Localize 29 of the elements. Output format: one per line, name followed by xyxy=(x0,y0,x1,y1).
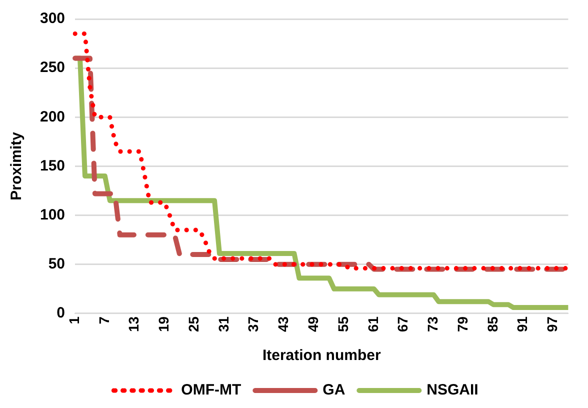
x-tick-label: 49 xyxy=(305,316,321,332)
x-tick-label: 25 xyxy=(185,316,202,332)
legend-label: OMF-MT xyxy=(181,382,242,399)
y-tick-label: 100 xyxy=(40,206,66,224)
x-tick-label: 91 xyxy=(514,316,530,332)
x-axis-title: Iteration number xyxy=(262,347,381,364)
x-tick-label: 61 xyxy=(364,316,381,332)
x-tick-label: 7 xyxy=(96,316,112,324)
x-tick-label: 13 xyxy=(126,316,142,332)
x-tick-label: 79 xyxy=(454,316,470,332)
x-tick-label: 67 xyxy=(394,316,411,332)
y-tick-label: 150 xyxy=(40,157,66,174)
x-tick-label: 43 xyxy=(275,316,292,332)
x-tick-label: 37 xyxy=(245,316,262,332)
x-tick-label: 85 xyxy=(484,316,500,332)
legend-label: NSGAII xyxy=(426,382,478,399)
x-tick-label: 97 xyxy=(544,316,560,332)
y-tick-label: 0 xyxy=(56,304,66,322)
legend-label: GA xyxy=(322,382,346,399)
x-tick-label: 31 xyxy=(215,316,232,332)
y-tick-label: 250 xyxy=(40,59,66,76)
y-tick-label: 200 xyxy=(40,108,66,126)
x-tick-label: 73 xyxy=(424,316,441,332)
x-tick-label: 1 xyxy=(66,316,82,324)
x-tick-label: 55 xyxy=(334,316,351,332)
x-tick-label: 19 xyxy=(156,316,172,332)
y-tick-label: 50 xyxy=(48,255,66,272)
y-tick-label: 300 xyxy=(40,10,66,28)
y-axis-title: Proximity xyxy=(8,131,26,200)
